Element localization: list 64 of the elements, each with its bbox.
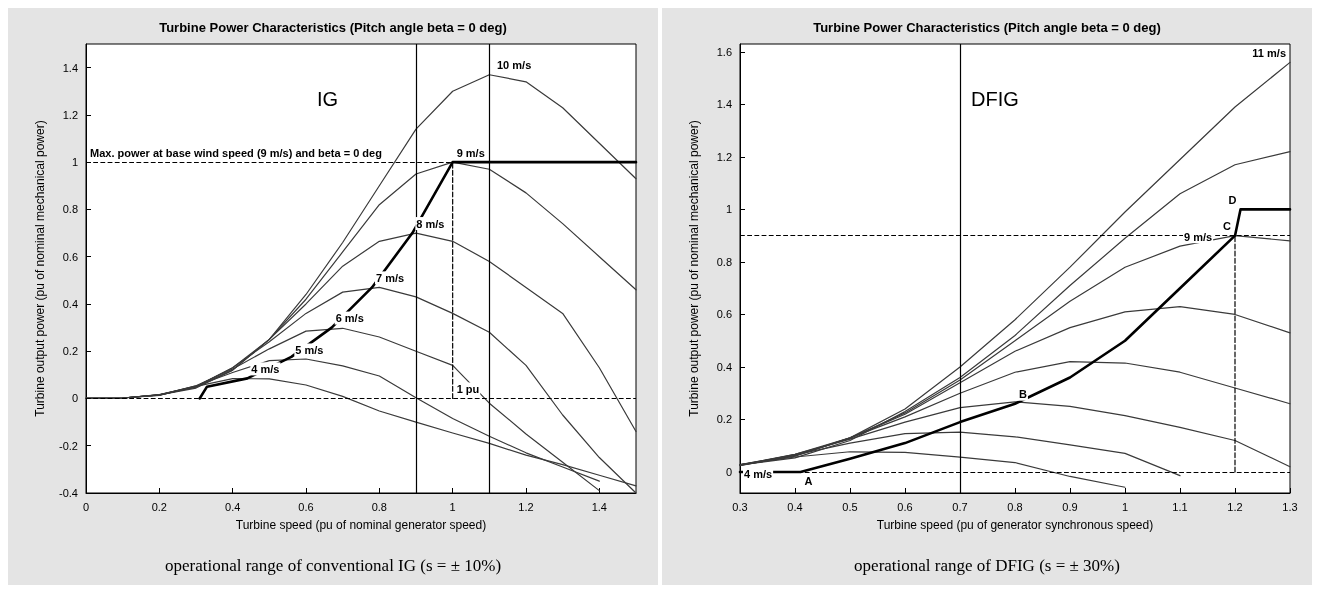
y-tick-label: -0.4 [59, 487, 78, 499]
y-tick-label: 1.2 [716, 150, 732, 163]
annotation: Max. power at base wind speed (9 m/s) and beta = 0 deg [90, 146, 382, 159]
annotation: 9 m/s [1184, 230, 1213, 243]
y-tick-label: 1.6 [716, 45, 732, 58]
chart-title: Turbine Power Characteristics (Pitch angle beta = 0 deg) [159, 20, 507, 35]
y-tick-label: 0.2 [716, 413, 732, 426]
annotation: B [1019, 388, 1027, 401]
annotation: 4 m/s [251, 362, 280, 375]
y-tick-label: 0 [71, 392, 78, 405]
y-tick-label: 0.4 [62, 297, 78, 310]
y-tick-label: 0.6 [62, 250, 78, 263]
y-tick-label: 1.4 [62, 61, 78, 74]
x-tick-label: 0.5 [842, 500, 858, 513]
annotation: 8 m/s [416, 217, 445, 230]
y-tick-label: 0 [725, 465, 732, 478]
y-tick-label: 0.2 [62, 345, 78, 358]
x-tick-label: 0.8 [1007, 500, 1023, 513]
x-tick-label: 0.4 [225, 500, 241, 513]
annotation: A [804, 475, 813, 488]
annotation: 9 m/s [456, 146, 485, 159]
x-tick-label: 0.6 [897, 500, 913, 513]
x-tick-label: 1.2 [518, 500, 534, 513]
y-tick-label: 1 [725, 203, 732, 216]
y-tick-label: 1.2 [62, 108, 78, 121]
annotation: 4 m/s [744, 468, 773, 481]
annotation: 5 m/s [295, 343, 324, 356]
annotation: D [1228, 193, 1237, 206]
annotation: DFIG [971, 87, 1019, 110]
chart-title: Turbine Power Characteristics (Pitch angle beta = 0 deg) [813, 20, 1161, 35]
annotation: C [1223, 220, 1232, 233]
text: operational range of DFIG (s = ± 30%) [854, 556, 1120, 575]
x-axis-title: Turbine speed (pu of nominal generator speed) [235, 518, 487, 532]
annotation: 7 m/s [376, 271, 405, 284]
y-axis-title: Turbine output power (pu of nominal mechanical power) [687, 120, 701, 417]
x-tick-label: 0.9 [1062, 500, 1078, 513]
x-axis-title: Turbine speed (pu of generator synchronous speed) [876, 518, 1154, 532]
x-tick-label: 1 [449, 500, 456, 513]
x-tick-label: 1.3 [1282, 500, 1298, 513]
y-tick-label: 0.8 [716, 255, 732, 268]
x-tick-label: 0.8 [371, 500, 387, 513]
y-tick-label: 0.8 [62, 203, 78, 216]
annotation: 6 m/s [335, 312, 364, 325]
x-tick-label: 1.4 [591, 500, 607, 513]
x-tick-label: 1.1 [1172, 500, 1188, 513]
x-tick-label: 0.2 [151, 500, 167, 513]
y-axis-title: Turbine output power (pu of nominal mechanical power) [33, 120, 47, 417]
annotation: IG [317, 87, 339, 110]
x-tick-label: 0 [82, 500, 90, 513]
annotation: 10 m/s [497, 59, 532, 72]
text: operational range of conventional IG (s = ± 10%) [164, 556, 502, 575]
x-tick-label: 1 [1121, 500, 1129, 513]
x-tick-label: 0.3 [732, 500, 748, 513]
x-tick-label: 0.4 [787, 500, 803, 513]
y-tick-label: 1 [71, 156, 78, 169]
y-tick-label: 1.4 [716, 98, 732, 111]
x-tick-label: 1.2 [1227, 500, 1243, 513]
y-tick-label: 0.4 [716, 360, 732, 373]
y-tick-label: 0.6 [716, 308, 732, 321]
x-tick-label: 0.6 [298, 500, 314, 513]
x-tick-label: 0.7 [952, 500, 968, 513]
y-tick-label: -0.2 [59, 439, 78, 452]
annotation: 1 pu [456, 382, 480, 395]
annotation: 11 m/s [1252, 46, 1286, 59]
